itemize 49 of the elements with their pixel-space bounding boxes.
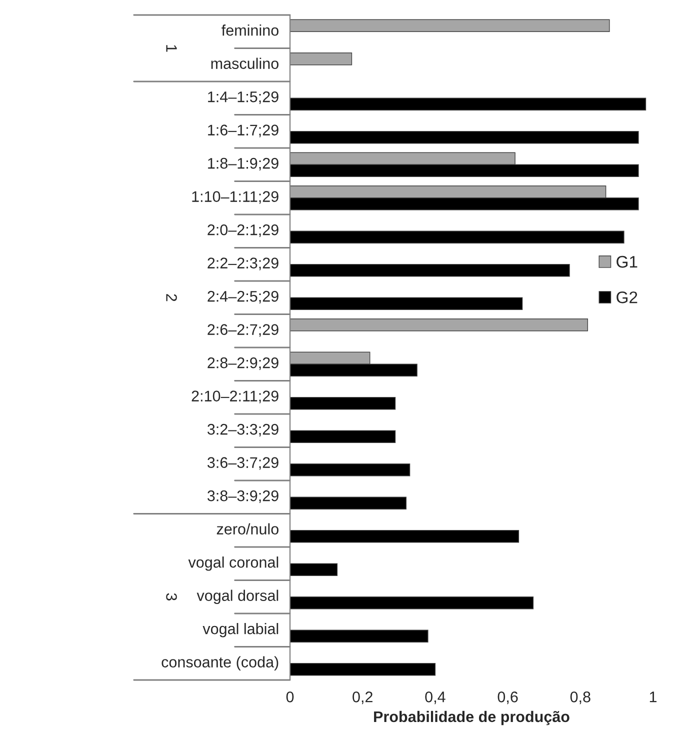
x-axis-title: Probabilidade de produção (374, 710, 570, 726)
x-tick-label: 0,4 (425, 692, 446, 704)
bar (290, 563, 338, 576)
y-tick-label: 1:8–1:9;29 (208, 158, 278, 171)
x-tick-label: 0,8 (570, 692, 590, 704)
y-tick-label: masculino (211, 58, 278, 69)
x-tick-label: 0,2 (352, 692, 372, 704)
y-tick-label: 1:6–1:7;29 (208, 124, 278, 138)
bar (290, 430, 396, 443)
bar (290, 230, 624, 244)
y-tick-label: 2:6–2:7;29 (208, 324, 278, 337)
y-tick-label: 1:10–1:11;29 (192, 191, 278, 204)
y-tick-label: 2:4–2:5;29 (208, 290, 278, 304)
bar (290, 397, 396, 410)
y-tick-label: feminino (222, 24, 278, 36)
text: 2 (166, 294, 177, 302)
bar (290, 596, 534, 610)
y-tick-label: zero/nulo (216, 523, 278, 534)
bar (290, 19, 610, 32)
y-tick-label: 3:2–3:3;29 (207, 424, 278, 437)
bar (290, 530, 520, 543)
y-tick-label: 2:0–2:1;29 (208, 224, 278, 238)
y-tick-label: vogal labial (202, 623, 278, 638)
y-tick-label: consoante (coda) (162, 656, 278, 670)
bar (290, 663, 436, 676)
bar (290, 464, 410, 476)
y-tick-label: vogal coronal (188, 556, 278, 571)
y-tick-label: 2:8–2:9;29 (208, 357, 278, 370)
x-tick-label: 0 (286, 692, 294, 702)
bar (290, 131, 639, 144)
legend-label: G2 (616, 291, 638, 304)
text: 1 (166, 45, 177, 52)
bar (290, 264, 570, 277)
x-tick-label: 1 (650, 692, 657, 702)
y-tick-label: 3:6–3:7;29 (207, 457, 278, 470)
legend-label: G1 (616, 256, 638, 268)
bar (290, 297, 523, 310)
text: 3 (166, 593, 177, 600)
y-tick-label: 1:4–1:5;29 (208, 91, 278, 104)
bar (290, 630, 428, 642)
x-tick-label: 0,6 (498, 692, 518, 704)
bar (290, 318, 588, 332)
y-tick-label: 2:2–2:3;29 (208, 258, 278, 270)
bar (290, 98, 646, 110)
y-tick-label: 2:10–2:11;29 (192, 390, 278, 404)
y-tick-label: vogal dorsal (196, 590, 278, 604)
bar (290, 52, 352, 66)
bar (290, 496, 407, 510)
y-tick-label: 3:8–3:9;29 (207, 490, 278, 504)
